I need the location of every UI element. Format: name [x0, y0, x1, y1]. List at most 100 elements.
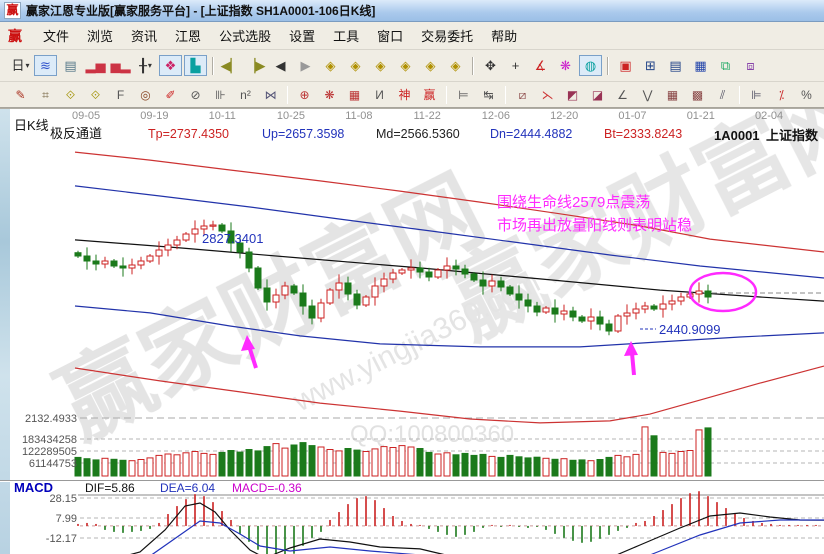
analysis-brain-icon[interactable]: ◍ — [579, 55, 602, 76]
gold-ratio2-icon: ⟐ — [90, 87, 101, 102]
gann-pattern-icon: ❖ — [164, 58, 177, 73]
gold-ratio-icon[interactable]: ⟐ — [59, 85, 82, 104]
menu-item-2[interactable]: 资讯 — [131, 29, 158, 44]
zoom-in-x-icon[interactable]: ◈ — [344, 55, 367, 76]
grid-tool-icon[interactable]: ⌗ — [34, 85, 57, 104]
gann-wheel-icon[interactable]: ❋ — [554, 55, 577, 76]
expand-x-icon[interactable]: ◈ — [369, 55, 392, 76]
dense-grid2-icon: ▩ — [691, 87, 704, 102]
crosshair-icon[interactable]: + — [504, 55, 527, 76]
titlebar[interactable]: 赢 赢家江恩专业版[赢家服务平台] - [上证指数 SH1A0001-106日K… — [0, 0, 824, 22]
width-measure-icon[interactable]: ↹ — [477, 85, 500, 104]
expand-y-icon[interactable]: ◈ — [419, 55, 442, 76]
mirror-icon[interactable]: ⋈ — [259, 85, 282, 104]
k-note-icon: И — [375, 87, 384, 102]
brush-icon[interactable]: ✎ — [9, 85, 32, 104]
compress-x-icon[interactable]: ◈ — [394, 55, 417, 76]
shen-tool-icon[interactable]: 神 — [393, 85, 416, 104]
color-bar-icon[interactable]: ▙ — [184, 55, 207, 76]
menu-item-6[interactable]: 工具 — [333, 29, 360, 44]
fan-grid-icon[interactable]: ◪ — [586, 85, 609, 104]
menu-item-0[interactable]: 文件 — [43, 29, 70, 44]
dense-grid2-icon[interactable]: ▩ — [686, 85, 709, 104]
note-icon[interactable]: ▤ — [59, 55, 82, 76]
save-icon[interactable]: ▦ — [689, 55, 712, 76]
macd-panel-label[interactable]: MACD — [14, 480, 53, 495]
menu-item-3[interactable]: 江恩 — [175, 29, 202, 44]
n2-icon[interactable]: n² — [234, 85, 257, 104]
next-icon[interactable]: ▶ — [294, 55, 317, 76]
menu-item-7[interactable]: 窗口 — [377, 29, 404, 44]
prev-icon[interactable]: ◀ — [269, 55, 292, 76]
spider-web-icon[interactable]: ❋ — [318, 85, 341, 104]
left-edge-strip[interactable] — [0, 108, 10, 554]
menu-item-1[interactable]: 浏览 — [87, 29, 114, 44]
ying-tool-icon[interactable]: 赢 — [418, 85, 441, 104]
price-ruler-icon[interactable]: ⊨ — [452, 85, 475, 104]
scale-ladder-icon[interactable]: ⊫ — [745, 85, 768, 104]
pattern-map-icon[interactable]: ≋ — [34, 55, 57, 76]
fan-lines-icon[interactable]: ⋋ — [536, 85, 559, 104]
hand-icon: ✥ — [485, 58, 496, 73]
volume-scale-3: 183434258 — [22, 434, 77, 446]
percent-icon[interactable]: % — [795, 85, 818, 104]
percent-zone-icon[interactable]: ⁒ — [770, 85, 793, 104]
mirror-icon: ⋈ — [264, 87, 277, 102]
date-tick-11-08: 11-08 — [345, 110, 372, 122]
candle-type-icon[interactable]: ╂ ▾ — [134, 55, 157, 76]
skip-start-icon[interactable]: ◀▏ — [219, 55, 242, 76]
send-icon[interactable]: ⧈ — [739, 55, 762, 76]
cycle-circle-icon[interactable]: ⊘ — [184, 85, 207, 104]
angle-lines-icon[interactable]: ∠ — [611, 85, 634, 104]
angle-measure-icon[interactable]: ∡ — [529, 55, 552, 76]
kline-period-icon-dropdown[interactable]: ▾ — [25, 60, 30, 70]
box-range-icon[interactable]: ⧄ — [511, 85, 534, 104]
v-lines-icon[interactable]: ⋁ — [636, 85, 659, 104]
red-pen-icon: ✐ — [165, 87, 176, 102]
fan-box-icon[interactable]: ◩ — [561, 85, 584, 104]
spider-web-icon: ❋ — [324, 87, 335, 102]
gann-pattern-icon[interactable]: ❖ — [159, 55, 182, 76]
indicator-name[interactable]: 极反通道 — [50, 126, 102, 141]
menu-item-5[interactable]: 设置 — [289, 29, 316, 44]
square-grid-icon: ▦ — [348, 87, 361, 102]
toolbar-separator — [607, 56, 609, 75]
zoom-out-x-icon[interactable]: ◈ — [319, 55, 342, 76]
menu-item-9[interactable]: 帮助 — [491, 29, 518, 44]
menubar-items: 文件 浏览 资讯 江恩 公式选股 设置 工具 窗口 交易委托 帮助 — [34, 23, 526, 48]
chart-background — [0, 108, 824, 554]
kline-period-icon[interactable]: 日 ▾ — [9, 55, 32, 76]
candle-type-icon-dropdown[interactable]: ▾ — [147, 60, 152, 70]
macd-scale-low: -12.17 — [46, 533, 77, 545]
dense-grid-icon[interactable]: ▦ — [661, 85, 684, 104]
gold-ratio2-icon[interactable]: ⟐ — [84, 85, 107, 104]
panel-label: 日K线 — [14, 118, 49, 133]
percent-line-icon[interactable]: % — [820, 85, 824, 104]
menu-item-8[interactable]: 交易委托 — [421, 29, 474, 44]
annotation-line-1: 围绕生命线2579点震荡 — [497, 193, 650, 211]
target-icon[interactable]: ⊕ — [293, 85, 316, 104]
report-icon[interactable]: ▤ — [664, 55, 687, 76]
hand-icon[interactable]: ✥ — [479, 55, 502, 76]
compress-y-icon[interactable]: ◈ — [444, 55, 467, 76]
calculator-icon[interactable]: ⊞ — [639, 55, 662, 76]
chart-svg[interactable]: 赢家财富网 赢家财富网 www.yingjia360.com QQ:100800… — [0, 108, 824, 554]
red-pen-icon[interactable]: ✐ — [159, 85, 182, 104]
f-levels-icon[interactable]: F — [109, 85, 132, 104]
bars3-icon[interactable]: ▂▅ — [84, 55, 107, 76]
spiral-icon[interactable]: ◎ — [134, 85, 157, 104]
indicator-param-4: Bt=2333.8243 — [604, 127, 682, 141]
parallel-lines-icon: ⫽ — [719, 87, 726, 102]
calendar-icon[interactable]: ▣ — [614, 55, 637, 76]
skip-end-icon[interactable]: ▕▶ — [244, 55, 267, 76]
percent-zone-icon: ⁒ — [778, 87, 785, 102]
bars9-icon[interactable]: ▅▂ — [109, 55, 132, 76]
spiral-icon: ◎ — [140, 87, 151, 102]
parallel-lines-icon[interactable]: ⫽ — [711, 85, 734, 104]
ruler-icon[interactable]: ⊪ — [209, 85, 232, 104]
square-grid-icon[interactable]: ▦ — [343, 85, 366, 104]
k-note-icon[interactable]: И — [368, 85, 391, 104]
capture-icon[interactable]: ⧉ — [714, 55, 737, 76]
menu-item-4[interactable]: 公式选股 — [219, 29, 272, 44]
macd-plot — [77, 491, 824, 554]
